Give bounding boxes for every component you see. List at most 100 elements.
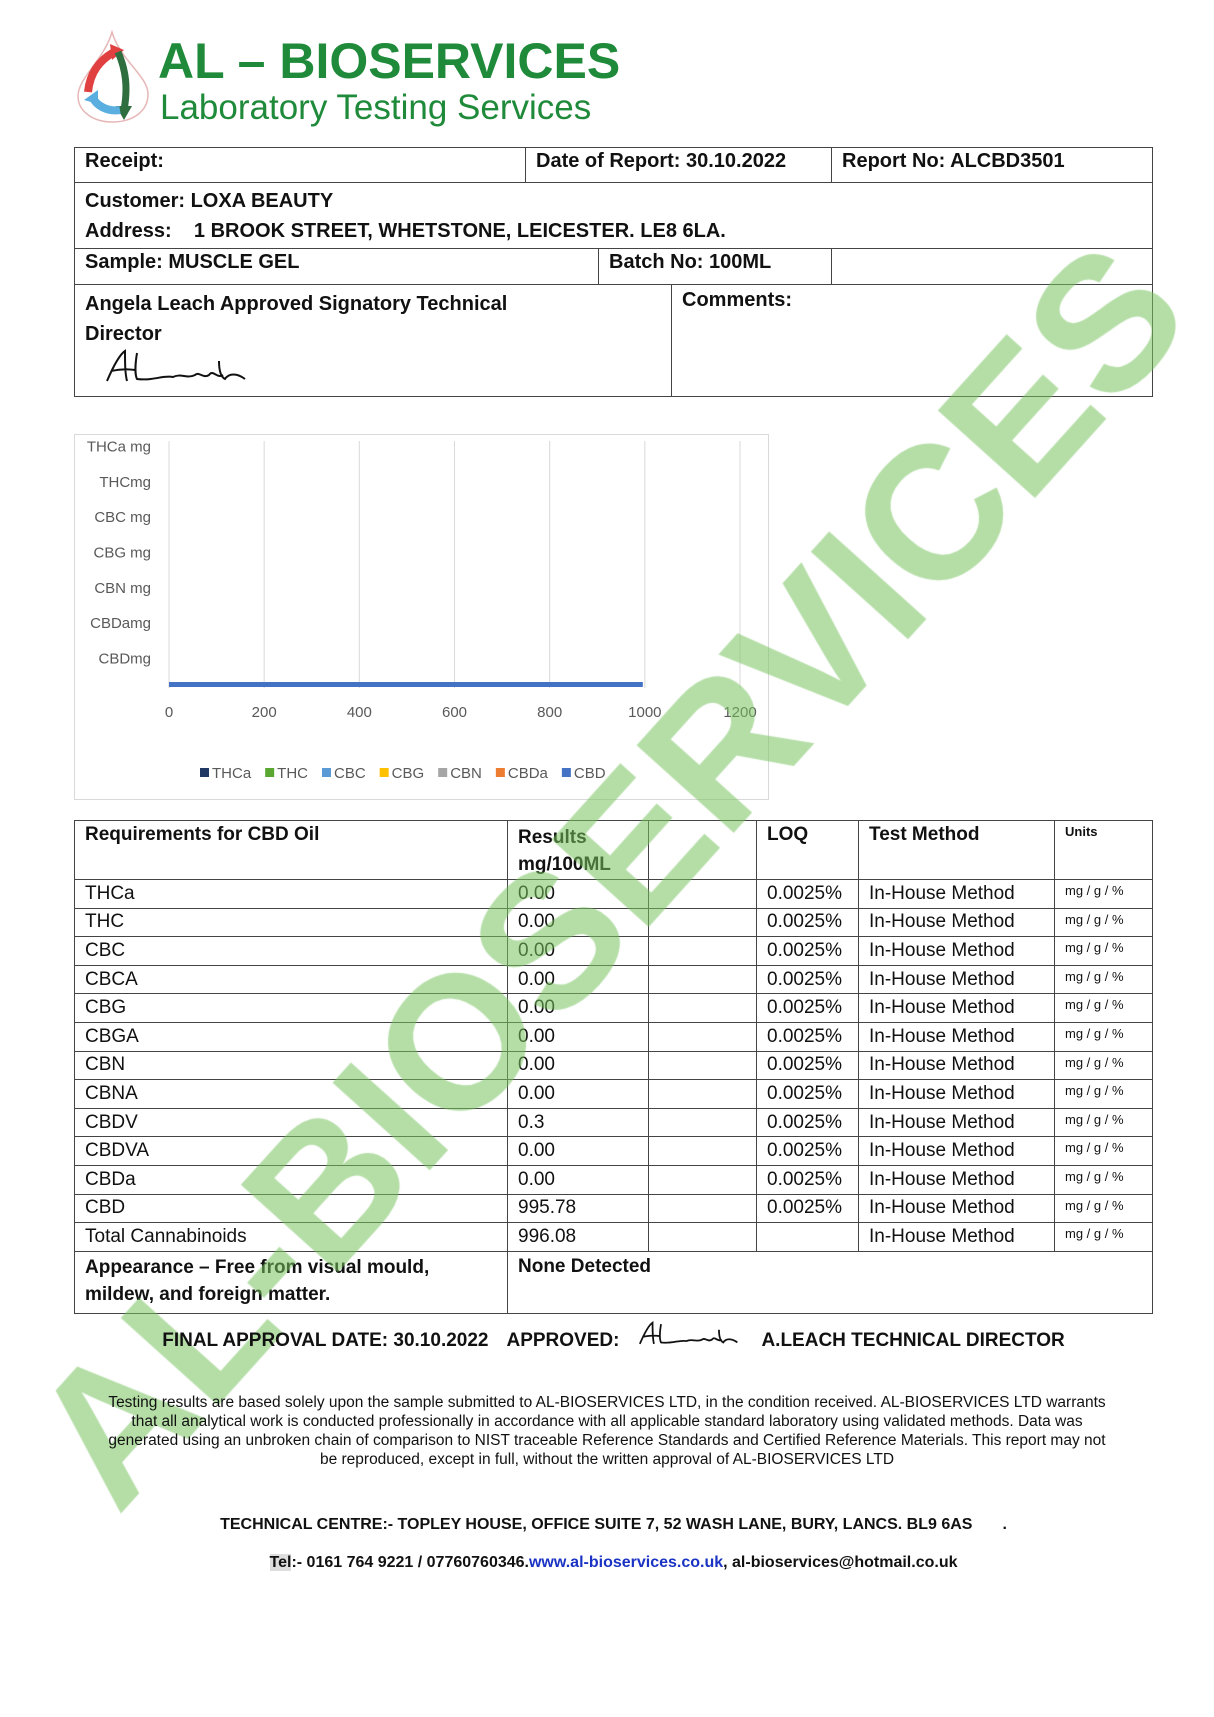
loq-value: 0.0025% (756, 964, 859, 995)
results-header-row: Requirements for CBD Oil Results mg/100ML… (74, 820, 1153, 880)
units: mg / g / % (1054, 964, 1153, 995)
legend-label: CBG (392, 765, 425, 782)
empty-cell (648, 936, 757, 966)
empty-cell (831, 248, 1153, 285)
result-value: 0.00 (507, 993, 649, 1023)
loq-value: 0.0025% (756, 1136, 859, 1166)
signatory-table: Angela Leach Approved Signatory Technica… (74, 284, 1153, 397)
empty-cell (648, 1021, 757, 1052)
telephone-numbers: :- 0161 764 9221 / 07760760346. (291, 1554, 529, 1571)
units: mg / g / % (1054, 1193, 1153, 1224)
legend-label: CBDa (508, 765, 549, 782)
x-tick-label: 400 (347, 704, 372, 721)
cannabinoid-chart: 0 200 400 600 800 1000 1200 THCa mg THCmg CBC mg C… (74, 434, 769, 800)
test-method: In-House Method (858, 1193, 1055, 1224)
empty-cell (648, 1193, 757, 1224)
legend-swatch-thca (200, 768, 209, 777)
y-category-label: THCa mg (87, 439, 151, 456)
table-row: CBC 0.00 0.0025% In-House Method mg / g / % (74, 936, 1153, 966)
test-method: In-House Method (858, 936, 1055, 966)
header-units: Units (1054, 820, 1153, 880)
brand-title: AL – BIOSERVICES (158, 33, 621, 89)
header-loq: LOQ (756, 820, 859, 880)
loq-value: 0.0025% (756, 1193, 859, 1224)
legend-label: CBC (334, 765, 366, 782)
analyte-name: CBCA (74, 964, 508, 995)
approval-signature-image (639, 1321, 739, 1345)
test-method: In-House Method (858, 1050, 1055, 1081)
table-row: CBNA 0.00 0.0025% In-House Method mg / g / % (74, 1079, 1153, 1109)
email-address: , al-bioservices@hotmail.co.uk (723, 1554, 958, 1571)
units: mg / g / % (1054, 1021, 1153, 1052)
appearance-label-line2: mildew, and foreign matter. (85, 1283, 331, 1305)
footer-dot: . (1002, 1516, 1007, 1533)
analyte-name: CBGA (74, 1021, 508, 1052)
legend-swatch-cbc (322, 768, 331, 777)
analyte-name: Total Cannabinoids (74, 1222, 508, 1252)
analyte-name: CBDV (74, 1107, 508, 1138)
empty-cell (648, 1222, 757, 1252)
header-results-label: Results (518, 827, 587, 848)
customer-cell: Customer: LOXA BEAUTY Address: 1 BROOK S… (74, 182, 1153, 249)
loq-value: 0.0025% (756, 1107, 859, 1138)
units: mg / g / % (1054, 1136, 1153, 1166)
table-row: CBCA 0.00 0.0025% In-House Method mg / g / % (74, 964, 1153, 995)
tel-label: Tel (269, 1554, 292, 1571)
result-value: 0.00 (507, 1136, 649, 1166)
table-row: CBG 0.00 0.0025% In-House Method mg / g / % (74, 993, 1153, 1023)
units: mg / g / % (1054, 1079, 1153, 1109)
y-category-label: CBDmg (98, 650, 151, 667)
brand-subtitle: Laboratory Testing Services (160, 88, 592, 127)
empty-cell (648, 1107, 757, 1138)
analyte-name: CBN (74, 1050, 508, 1081)
logo-droplet-icon (77, 30, 149, 123)
empty-cell (648, 1050, 757, 1081)
result-value: 0.00 (507, 879, 649, 909)
batch-number: Batch No: 100ML (598, 248, 832, 285)
x-tick-label: 200 (252, 704, 277, 721)
legend-swatch-thc (265, 768, 275, 777)
units: mg / g / % (1054, 1107, 1153, 1138)
appearance-label: Appearance – Free from visual mould, mild… (74, 1250, 508, 1314)
chart-svg: 0 200 400 600 800 1000 1200 THCa mg THCmg CBC mg C… (87, 439, 757, 782)
header-results-unit: mg/100ML (518, 854, 611, 875)
analyte-name: CBC (74, 936, 508, 966)
approved-label: APPROVED: (506, 1330, 620, 1351)
units: mg / g / % (1054, 1050, 1153, 1081)
sample-table: Sample: MUSCLE GEL Batch No: 100ML (74, 248, 1153, 285)
x-tick-label: 600 (442, 704, 467, 721)
technical-centre-line: TECHNICAL CENTRE:- TOPLEY HOUSE, OFFICE … (74, 1516, 1153, 1534)
loq-value (756, 1222, 859, 1252)
loq-value: 0.0025% (756, 1079, 859, 1109)
loq-value: 0.0025% (756, 1021, 859, 1052)
empty-cell (648, 1136, 757, 1166)
approval-line: FINAL APPROVAL DATE: 30.10.2022 APPROVED… (74, 1321, 1153, 1356)
units: mg / g / % (1054, 907, 1153, 938)
test-method: In-House Method (858, 1164, 1055, 1195)
signatory-cell: Angela Leach Approved Signatory Technica… (74, 284, 672, 397)
approval-signatory: A.LEACH TECHNICAL DIRECTOR (761, 1330, 1065, 1351)
units: mg / g / % (1054, 936, 1153, 966)
table-row: CBDa 0.00 0.0025% In-House Method mg / g / % (74, 1164, 1153, 1195)
header-empty (648, 820, 757, 880)
header-results: Results mg/100ML (507, 820, 649, 880)
loq-value: 0.0025% (756, 1050, 859, 1081)
disclaimer-text: Testing results are based solely upon th… (108, 1394, 1106, 1468)
test-method: In-House Method (858, 907, 1055, 938)
result-value: 0.00 (507, 964, 649, 995)
result-value: 0.3 (507, 1107, 649, 1138)
x-tick-label: 1000 (628, 704, 661, 721)
units: mg / g / % (1054, 1222, 1153, 1252)
y-category-label: CBC mg (94, 509, 151, 526)
empty-cell (648, 964, 757, 995)
customer-name: Customer: LOXA BEAUTY (85, 190, 334, 212)
test-method: In-House Method (858, 879, 1055, 909)
legend-swatch-cbg (379, 768, 389, 777)
website-link[interactable]: www.al-bioservices.co.uk (528, 1554, 724, 1571)
test-method: In-House Method (858, 964, 1055, 995)
header-test-method: Test Method (858, 820, 1055, 880)
technical-centre-address: TECHNICAL CENTRE:- TOPLEY HOUSE, OFFICE … (220, 1516, 973, 1533)
y-category-label: THCmg (99, 474, 151, 491)
loq-value: 0.0025% (756, 936, 859, 966)
final-approval-date: FINAL APPROVAL DATE: 30.10.2022 (162, 1330, 489, 1351)
